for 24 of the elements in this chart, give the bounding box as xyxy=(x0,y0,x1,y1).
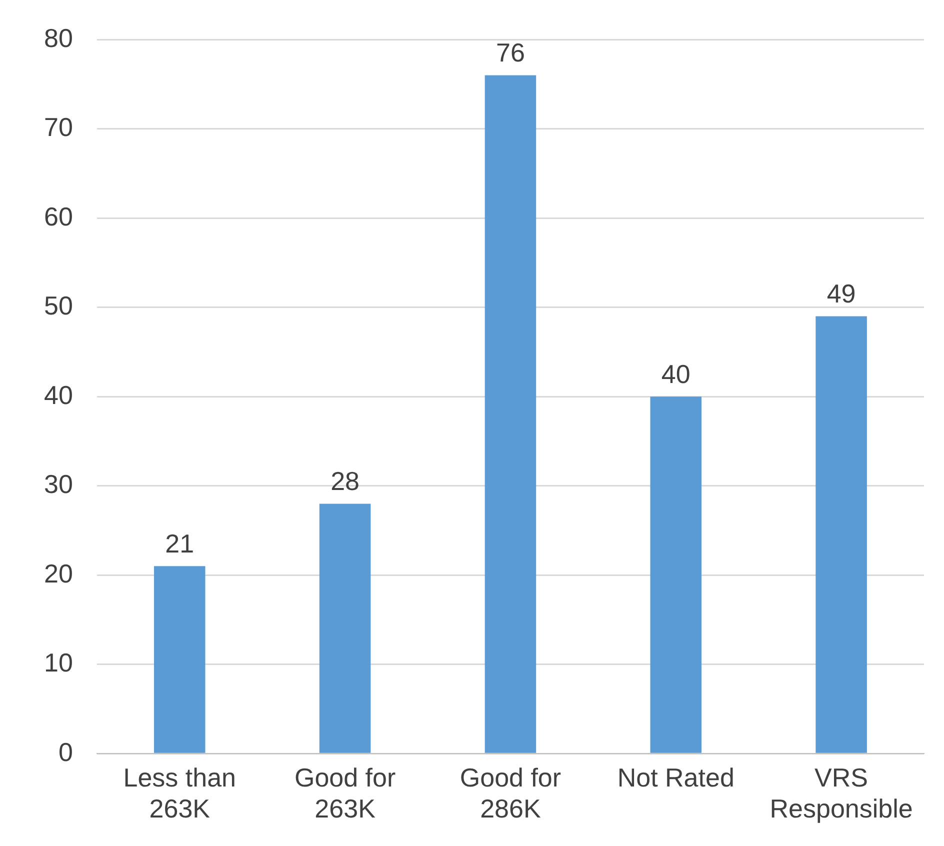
data-label: 28 xyxy=(330,466,360,496)
y-tick-label: 40 xyxy=(44,380,73,410)
x-tick-label: Good for 263K xyxy=(294,762,396,824)
bar xyxy=(484,75,536,753)
bar xyxy=(319,504,371,753)
y-tick-label: 20 xyxy=(44,558,73,588)
data-label: 40 xyxy=(661,358,690,389)
bar xyxy=(650,396,702,753)
data-label: 76 xyxy=(496,37,525,68)
bar xyxy=(816,316,867,753)
x-tick-label: VRS Responsible xyxy=(770,762,913,824)
y-tick-label: 0 xyxy=(58,736,73,767)
x-tick-label: Good for 286K xyxy=(460,762,562,824)
y-tick-label: 10 xyxy=(44,648,73,678)
y-tick-label: 30 xyxy=(44,469,73,500)
x-tick-label: Less than 263K xyxy=(123,762,236,824)
x-tick-label: Not Rated xyxy=(617,762,734,792)
y-tick-label: 70 xyxy=(44,112,73,142)
y-tick-label: 80 xyxy=(44,22,73,53)
y-tick-label: 50 xyxy=(44,290,73,321)
data-label: 49 xyxy=(826,278,856,308)
bar xyxy=(154,566,206,753)
y-tick-label: 60 xyxy=(44,201,73,232)
data-label: 21 xyxy=(165,528,194,558)
